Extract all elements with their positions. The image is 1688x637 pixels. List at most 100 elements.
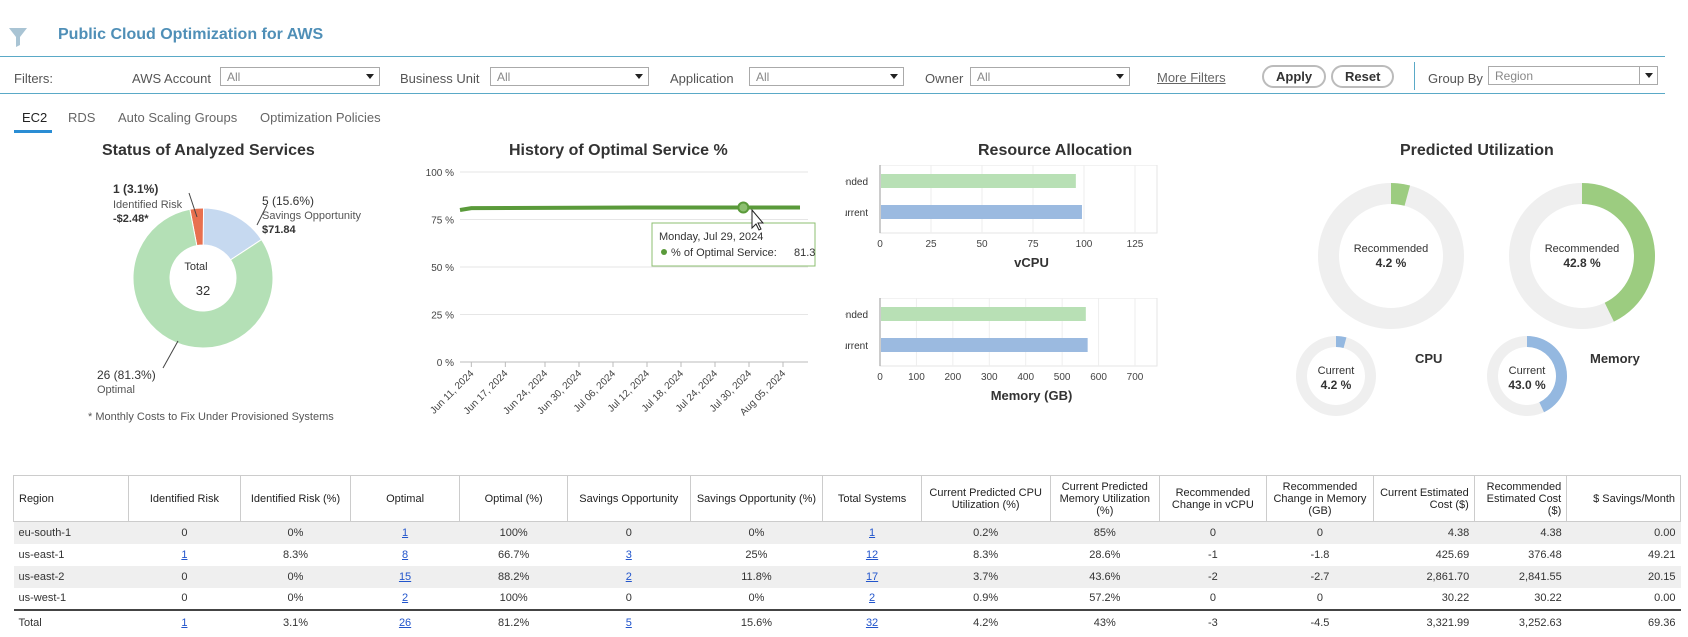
risk-count: 1 (3.1%) [113,182,158,196]
tab-optimization-policies[interactable]: Optimization Policies [260,110,381,125]
x-tick-label: 50 [976,239,988,250]
col-header[interactable]: Optimal [349,475,461,522]
tooltip-date: Monday, Jul 29, 2024 [659,231,763,243]
table-cell-link[interactable]: 3 [625,548,632,561]
table-cell: eu-south-1 [13,521,129,544]
x-tick-label: 100 [908,372,925,383]
table-cell-link[interactable]: 2 [625,570,632,583]
aws-account-select[interactable]: All [220,67,380,86]
region-summary-table: Region Identified Risk Identified Risk (… [13,475,1681,635]
mouse-cursor-icon [751,208,765,231]
group-by-value: Region [1495,69,1534,83]
col-header[interactable]: Total Systems [822,475,922,522]
col-header[interactable]: Identified Risk [127,475,242,522]
table-cell: 32 [822,608,922,635]
recommended-bar[interactable] [881,307,1086,321]
col-header[interactable]: Identified Risk (%) [240,475,351,522]
business-unit-select[interactable]: All [490,67,649,86]
table-cell-link[interactable]: 15 [398,570,412,583]
current-bar[interactable] [881,205,1082,219]
cpu-recommended-arc[interactable] [1391,183,1411,206]
table-cell: 26 [350,608,460,635]
col-header[interactable]: Optimal (%) [459,475,568,522]
table-cell: 0.9% [973,592,999,604]
table-cell-link[interactable]: 1 [181,548,188,561]
table-cell: 0 [1209,592,1216,604]
reset-button[interactable]: Reset [1331,65,1395,88]
table-cell: 2,841.55 [1474,565,1567,588]
group-by-label: Group By [1428,71,1483,86]
memory-current-arc[interactable] [1527,336,1567,413]
col-header[interactable]: Recommended Estimated Cost ($) [1473,475,1568,522]
table-cell: 15.6% [690,608,823,635]
filter-icon[interactable] [8,26,28,48]
table-cell: 12 [823,544,922,566]
table-cell: 66.7% [498,548,530,561]
more-filters-link[interactable]: More Filters [1157,70,1226,85]
table-cell-link[interactable]: 12 [865,548,879,561]
col-header[interactable]: $ Savings/Month [1566,475,1681,522]
table-cell: 0 [128,565,241,588]
table-cell-link[interactable]: 2 [869,592,876,604]
optimal-slice[interactable] [132,208,274,349]
table-cell: -4.5 [1266,608,1374,635]
table-cell-link[interactable]: 1 [869,526,876,539]
table-cell: 0 [567,521,691,544]
y-tick-label: 25 % [431,311,454,322]
hovered-data-point[interactable] [737,201,750,214]
cpu-current-arc[interactable] [1336,336,1347,349]
table-cell-link[interactable]: 32 [865,616,879,629]
current-bar[interactable] [881,338,1088,352]
col-header[interactable]: Recommended Change in vCPU [1159,475,1267,522]
table-cell: 3 [567,544,690,566]
application-select[interactable]: All [749,67,904,86]
table-cell: 15 [350,565,460,588]
table-cell: 3,321.99 [1373,608,1475,635]
donut-total-value: 32 [196,283,210,298]
owner-select[interactable]: All [970,67,1130,86]
table-cell: -1 [1207,548,1218,561]
table-cell: us-west-1 [18,592,67,604]
table-cell-link[interactable]: 26 [398,616,412,629]
col-header[interactable]: Savings Opportunity [566,475,691,522]
table-cell: 49.21 [1647,548,1676,561]
table-row: us-east-1 1 8.3% 8 66.7% 3 25% 12 8.3% 28.6% -1 -1.… [14,544,1681,566]
table-cell-link[interactable]: 17 [865,570,879,583]
table-cell: 0% [287,592,304,604]
chevron-down-icon [1639,67,1657,84]
chevron-down-icon [890,74,898,79]
table-cell: -2.7 [1266,565,1374,588]
table-cell: 0 [625,592,632,604]
col-header[interactable]: Current Predicted Memory Utilization (%) [1049,475,1161,522]
col-header[interactable]: Recommended Change in Memory (GB) [1265,475,1375,522]
table-cell-link[interactable]: 1 [181,616,188,629]
table-cell: -1.8 [1310,548,1330,561]
chart-tooltip: Monday, Jul 29, 2024 % of Optimal Servic… [651,222,816,267]
apply-button[interactable]: Apply [1262,65,1327,88]
memory-recommended-label: Recommended [1545,243,1620,255]
memory-recommended-arc[interactable] [1582,183,1655,322]
category-label: Recommended [845,310,868,321]
owner-value: All [977,70,991,84]
col-header[interactable]: Region [13,475,129,522]
table-cell-link[interactable]: 1 [402,526,409,539]
table-cell-link[interactable]: 5 [625,616,632,629]
table-cell: 425.69 [1435,548,1470,561]
tab-rds[interactable]: RDS [68,110,96,125]
table-cell-link[interactable]: 2 [402,592,409,604]
col-header[interactable]: Current Predicted CPU Utilization (%) [920,475,1051,522]
group-by-select[interactable]: Region [1488,66,1658,85]
tab-auto-scaling-groups[interactable]: Auto Scaling Groups [118,110,238,125]
x-tick-label: 700 [1127,372,1144,383]
recommended-bar[interactable] [881,174,1076,188]
tab-ec2[interactable]: EC2 [22,110,48,125]
table-cell: 25% [745,548,768,561]
table-cell: us-east-1 [18,548,65,561]
col-header[interactable]: Current Estimated Cost ($) [1373,475,1475,522]
table-cell-link[interactable]: 8 [402,548,409,561]
table-cell: 2 [350,588,460,610]
savings-label: Savings Opportunity [262,210,362,222]
col-header[interactable]: Savings Opportunity (%) [689,475,824,522]
table-row: us-east-2 0 0% 15 88.2% 2 11.8% 17 3.7% 43.6% -2 -2… [13,565,1681,588]
category-label: Recommended [845,177,868,188]
